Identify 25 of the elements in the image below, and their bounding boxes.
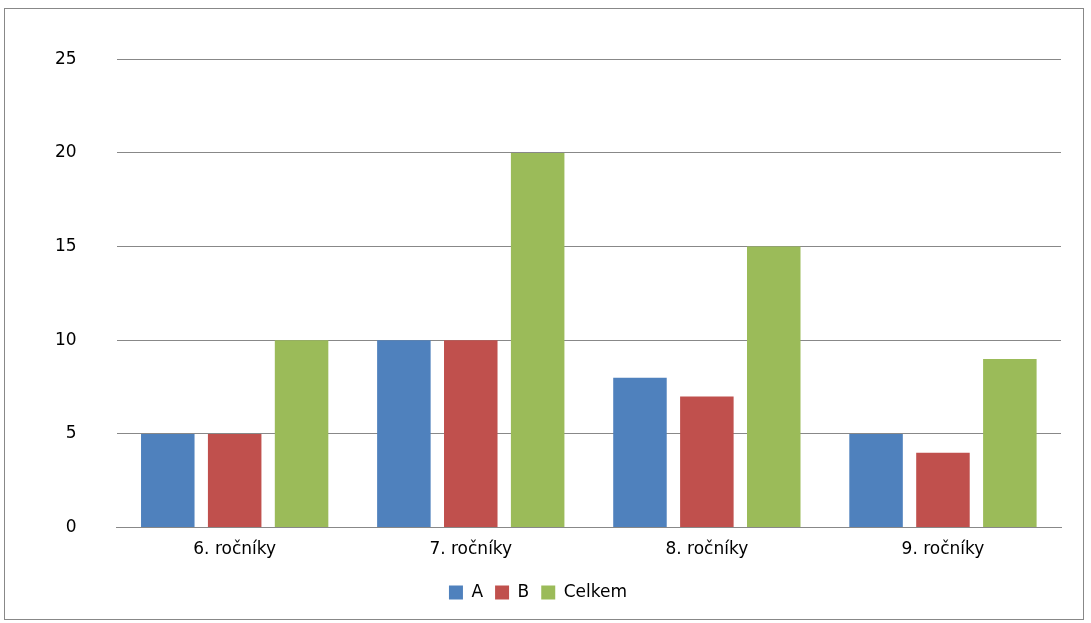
y-tick-label: 5 (65, 422, 77, 443)
bar (613, 377, 667, 528)
x-tick-label: 8. ročníky (665, 538, 749, 559)
bar (510, 152, 565, 528)
y-tick-label: 10 (54, 328, 77, 349)
x-tick-label: 6. ročníky (193, 538, 277, 559)
bar (141, 433, 195, 528)
bar (444, 340, 498, 528)
bar (377, 340, 431, 528)
bar (747, 246, 801, 528)
legend-label: Celkem (563, 580, 628, 601)
y-tick-label: 0 (65, 516, 77, 537)
bar (207, 433, 262, 528)
bar (680, 396, 734, 528)
x-tick-label: 7. ročníky (429, 538, 513, 559)
y-tick-label: 20 (54, 141, 77, 162)
legend-label: A (471, 580, 484, 601)
bar (983, 358, 1037, 528)
y-tick-label: 25 (54, 47, 77, 68)
bar (274, 340, 329, 528)
legend-label: B (517, 580, 530, 601)
y-tick-label: 15 (54, 234, 77, 255)
bar (849, 433, 903, 528)
x-tick-label: 9. ročníky (901, 538, 985, 559)
bar (916, 452, 970, 528)
